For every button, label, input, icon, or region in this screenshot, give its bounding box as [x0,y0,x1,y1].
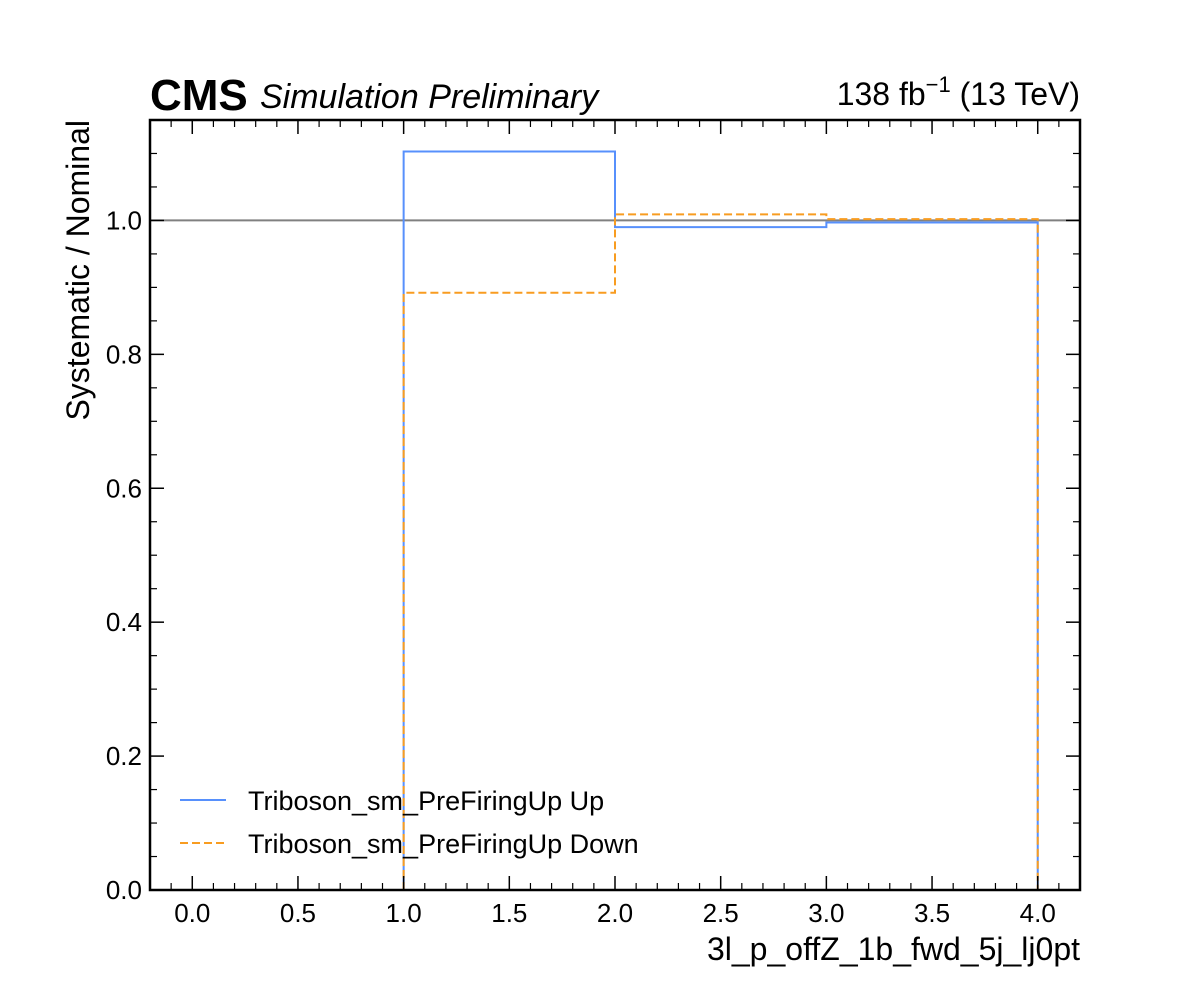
y-tick-label: 0.8 [106,339,142,369]
y-tick-label: 0.0 [106,875,142,905]
lumi-spacer [951,76,960,112]
series-2-line [402,213,1039,890]
x-tick-label: 4.0 [1020,898,1056,928]
x-tick-label: 1.5 [491,898,527,928]
x-tick-label: 0.0 [174,898,210,928]
x-tick-label: 1.0 [386,898,422,928]
plot-frame [148,118,1082,892]
series-1-line [402,150,1039,890]
series-layer [402,150,1039,890]
legend: Triboson_sm_PreFiringUp Up Triboson_sm_Pr… [180,786,639,859]
tick-labels-layer: 0.0 0.5 1.0 1.5 2.0 2.5 3.0 3.5 4.0 0.0 0.2 0.4 0.6 0… [106,205,1056,928]
cms-label: CMS [150,71,248,120]
legend-label-1: Triboson_sm_PreFiringUp Up [248,786,604,816]
legend-label-2: Triboson_sm_PreFiringUp Down [248,829,639,859]
x-axis-title: 3l_p_offZ_1b_fwd_5j_lj0pt [707,931,1080,967]
energy-label: (13 TeV) [960,76,1080,112]
y-tick-label: 1.0 [106,205,142,235]
x-tick-label: 3.5 [914,898,950,928]
y-tick-label: 0.2 [106,741,142,771]
lumi-label: 138 fb−1 (13 TeV) [837,72,1080,112]
x-tick-label: 2.5 [703,898,739,928]
x-tick-label: 2.0 [597,898,633,928]
y-tick-label: 0.4 [106,607,142,637]
x-tick-label: 0.5 [280,898,316,928]
status-label: Simulation Preliminary [260,78,600,116]
lumi-exponent: −1 [926,72,951,97]
y-axis-title: Systematic / Nominal [60,120,96,421]
x-tick-label: 3.0 [808,898,844,928]
y-tick-label: 0.6 [106,473,142,503]
lumi-value: 138 fb [837,76,926,112]
